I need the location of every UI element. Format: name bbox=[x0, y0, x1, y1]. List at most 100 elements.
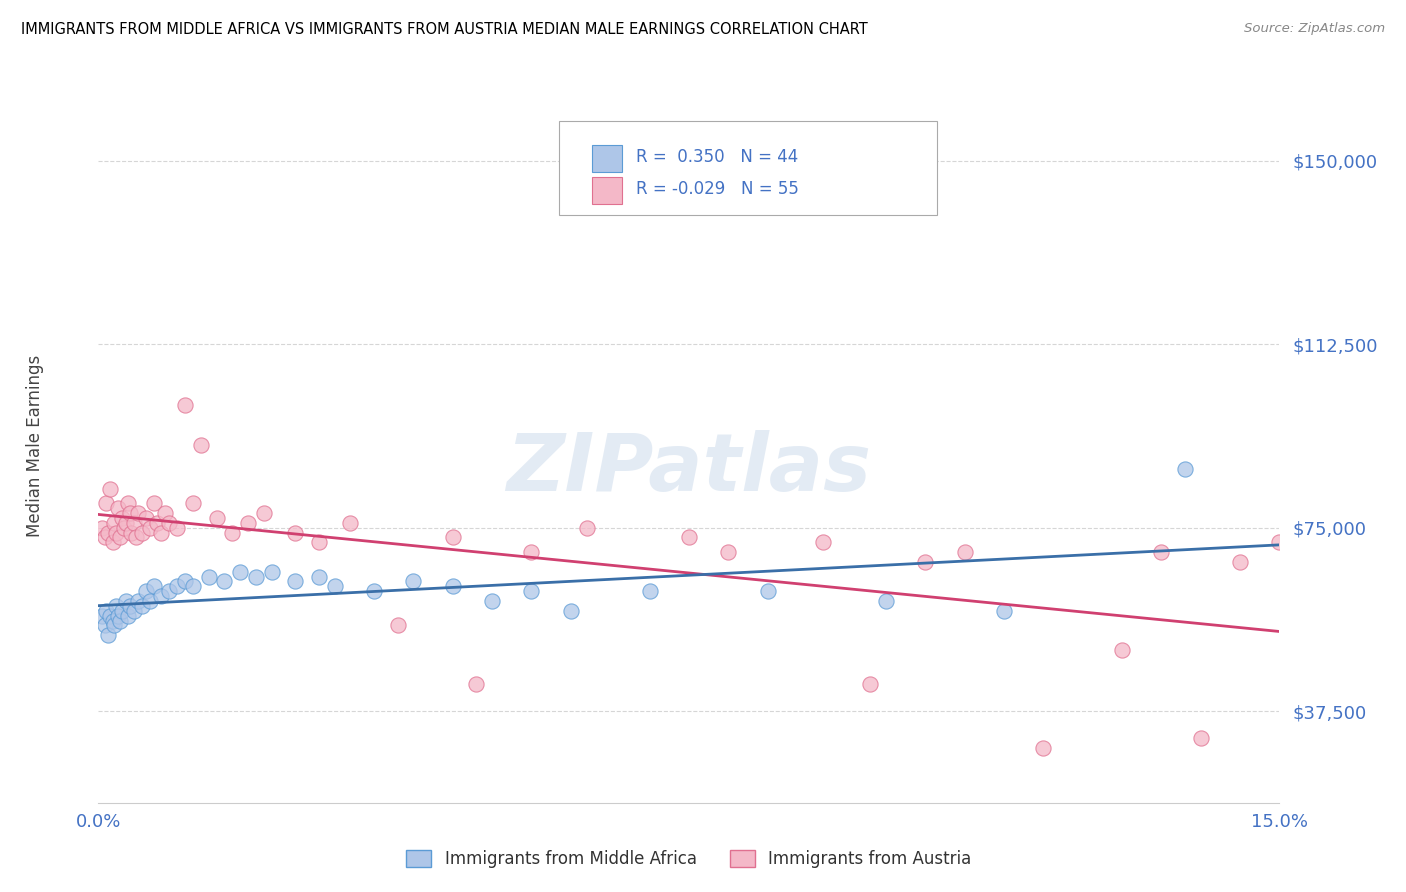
Point bbox=[118, 506, 141, 520]
Text: Median Male Earnings: Median Male Earnings bbox=[27, 355, 44, 537]
Point bbox=[150, 589, 173, 603]
Point bbox=[1174, 462, 1197, 476]
Point bbox=[127, 594, 149, 608]
Point bbox=[811, 535, 834, 549]
Point bbox=[1268, 535, 1291, 549]
Point bbox=[131, 525, 153, 540]
Point bbox=[110, 531, 132, 545]
Legend: Immigrants from Middle Africa, Immigrants from Austria: Immigrants from Middle Africa, Immigrant… bbox=[399, 843, 979, 874]
Point bbox=[110, 614, 132, 628]
Point bbox=[1032, 740, 1054, 755]
Point bbox=[98, 608, 121, 623]
Point bbox=[150, 525, 173, 540]
Point bbox=[104, 599, 127, 613]
Text: Source: ZipAtlas.com: Source: ZipAtlas.com bbox=[1244, 22, 1385, 36]
Point bbox=[402, 574, 425, 589]
Point bbox=[112, 521, 135, 535]
Point bbox=[363, 584, 385, 599]
FancyBboxPatch shape bbox=[560, 121, 936, 215]
Text: R = -0.029   N = 55: R = -0.029 N = 55 bbox=[636, 180, 799, 198]
Point bbox=[125, 531, 148, 545]
Point bbox=[481, 594, 503, 608]
Point bbox=[117, 496, 139, 510]
Point bbox=[441, 531, 464, 545]
Point bbox=[118, 599, 141, 613]
Point bbox=[93, 531, 115, 545]
Point bbox=[638, 584, 661, 599]
Point bbox=[236, 516, 259, 530]
Point bbox=[1189, 731, 1212, 745]
Point bbox=[221, 525, 243, 540]
FancyBboxPatch shape bbox=[592, 145, 621, 171]
Point bbox=[190, 437, 212, 451]
Point bbox=[111, 511, 134, 525]
Point bbox=[97, 525, 120, 540]
Point bbox=[308, 569, 330, 583]
Point bbox=[717, 545, 740, 559]
Point bbox=[387, 618, 409, 632]
Point bbox=[121, 525, 143, 540]
Point bbox=[181, 579, 204, 593]
Point bbox=[166, 579, 188, 593]
Point bbox=[111, 604, 134, 618]
Point bbox=[323, 579, 346, 593]
Point bbox=[98, 482, 121, 496]
Point bbox=[127, 506, 149, 520]
Point bbox=[520, 545, 543, 559]
Point bbox=[135, 584, 157, 599]
Point bbox=[1229, 555, 1251, 569]
Point bbox=[875, 594, 897, 608]
Point bbox=[575, 521, 598, 535]
Point bbox=[174, 574, 197, 589]
Point bbox=[157, 516, 180, 530]
Point bbox=[174, 398, 197, 412]
Point bbox=[1150, 545, 1173, 559]
Point bbox=[914, 555, 936, 569]
Point bbox=[131, 599, 153, 613]
Point bbox=[441, 579, 464, 593]
Point bbox=[245, 569, 267, 583]
Point bbox=[93, 618, 115, 632]
Point bbox=[91, 521, 114, 535]
Point bbox=[181, 496, 204, 510]
Point bbox=[214, 574, 236, 589]
Point bbox=[115, 594, 138, 608]
Point bbox=[197, 569, 219, 583]
Point bbox=[993, 604, 1015, 618]
Point bbox=[155, 506, 177, 520]
Point bbox=[520, 584, 543, 599]
Point bbox=[205, 511, 228, 525]
Point bbox=[142, 496, 165, 510]
Point bbox=[138, 594, 160, 608]
Point bbox=[103, 516, 125, 530]
Point bbox=[135, 511, 157, 525]
Text: IMMIGRANTS FROM MIDDLE AFRICA VS IMMIGRANTS FROM AUSTRIA MEDIAN MALE EARNINGS CO: IMMIGRANTS FROM MIDDLE AFRICA VS IMMIGRA… bbox=[21, 22, 868, 37]
Point bbox=[260, 565, 283, 579]
Point bbox=[308, 535, 330, 549]
Point bbox=[138, 521, 160, 535]
Point bbox=[1111, 643, 1133, 657]
Point bbox=[115, 516, 138, 530]
Point bbox=[157, 584, 180, 599]
Point bbox=[96, 604, 118, 618]
Point bbox=[284, 574, 307, 589]
Point bbox=[756, 584, 779, 599]
Point bbox=[166, 521, 188, 535]
Point bbox=[97, 628, 120, 642]
Point bbox=[101, 535, 124, 549]
Text: ZIPatlas: ZIPatlas bbox=[506, 430, 872, 508]
Point bbox=[122, 516, 145, 530]
Point bbox=[104, 525, 127, 540]
Point bbox=[339, 516, 361, 530]
Point bbox=[253, 506, 276, 520]
Point bbox=[122, 604, 145, 618]
Point bbox=[142, 579, 165, 593]
Point bbox=[678, 531, 700, 545]
Point bbox=[284, 525, 307, 540]
Point bbox=[953, 545, 976, 559]
Point bbox=[146, 516, 169, 530]
Point bbox=[859, 677, 882, 691]
FancyBboxPatch shape bbox=[592, 178, 621, 203]
Point bbox=[96, 496, 118, 510]
Point bbox=[465, 677, 488, 691]
